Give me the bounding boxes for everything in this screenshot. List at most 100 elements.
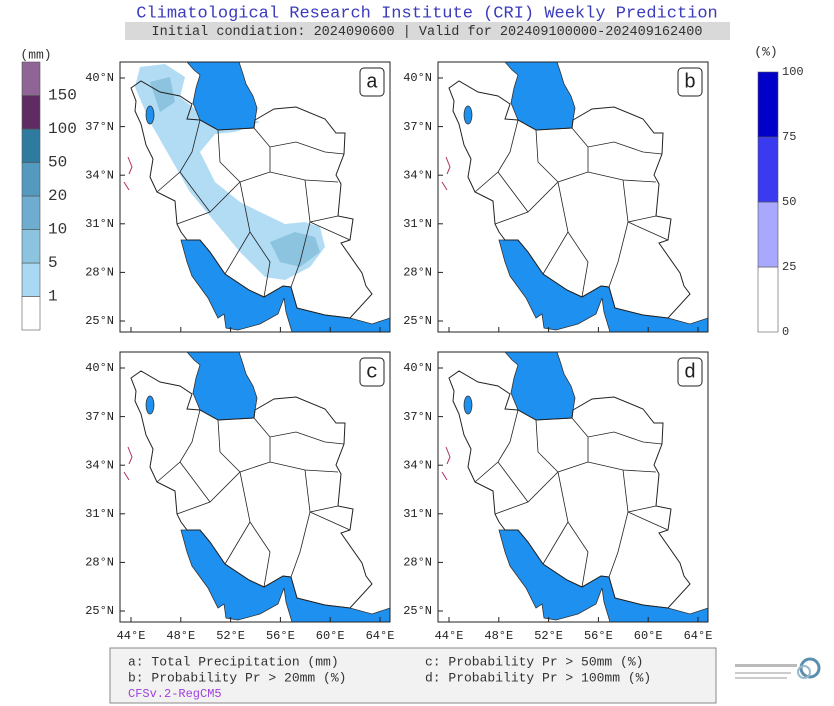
panel-letter-box xyxy=(677,67,703,97)
lon-label: 64°E xyxy=(366,629,395,643)
footer-line: d: Probability Pr > 100mm (%) xyxy=(425,670,651,685)
legend-unit: (%) xyxy=(754,44,777,59)
lon-label: 52°E xyxy=(534,629,563,643)
legend-swatch xyxy=(21,128,41,163)
lon-label: 56°E xyxy=(266,629,295,643)
red-sea-coast xyxy=(123,156,133,191)
lake-urmia xyxy=(463,105,473,125)
lat-label: 37°N xyxy=(85,120,114,134)
lat-label: 28°N xyxy=(85,556,114,570)
country-border xyxy=(130,370,373,609)
lat-label: 25°N xyxy=(85,314,114,328)
legend-label: 20 xyxy=(48,187,67,205)
lat-label: 25°N xyxy=(403,604,432,618)
panel-letter-box xyxy=(677,357,703,387)
lon-label: 48°E xyxy=(166,629,195,643)
red-sea-coast xyxy=(123,446,133,481)
country-border xyxy=(448,80,691,319)
panel-letter-box xyxy=(359,357,385,387)
lat-label: 40°N xyxy=(403,71,432,85)
lat-label: 31°N xyxy=(403,507,432,521)
legend-label: 75 xyxy=(782,130,796,144)
province-borders xyxy=(474,409,669,588)
legend-swatch xyxy=(757,266,779,333)
lat-label: 28°N xyxy=(85,266,114,280)
red-sea-coast xyxy=(441,446,451,481)
iran-outline xyxy=(449,81,690,318)
legend-label: 1 xyxy=(48,288,58,306)
map-panel: c 40°N 37°N 34°N 31°N 28°N 25°N44°E 48°E 52°E 56°… xyxy=(85,351,395,643)
lon-label: 64°E xyxy=(684,629,713,643)
legend-label: 25 xyxy=(782,260,796,274)
panel-letter-box xyxy=(359,67,385,97)
precip-area xyxy=(150,77,320,267)
footer-line: b: Probability Pr > 20mm (%) xyxy=(128,670,346,685)
panel-letter: c xyxy=(366,361,378,384)
lat-label: 37°N xyxy=(403,410,432,424)
lat-label: 34°N xyxy=(403,458,432,472)
map-panel: b 40°N 37°N 34°N 31°N 28°N 25°N xyxy=(403,61,709,333)
lat-label: 37°N xyxy=(403,120,432,134)
country-border xyxy=(448,370,691,609)
legend-label: 50 xyxy=(48,154,67,172)
panel-letter: b xyxy=(684,71,696,94)
lat-label: 40°N xyxy=(85,361,114,375)
logo xyxy=(735,657,821,679)
legend-label: 50 xyxy=(782,195,796,209)
lat-label: 28°N xyxy=(403,556,432,570)
lat-label: 31°N xyxy=(85,507,114,521)
panel-frame xyxy=(119,351,391,623)
legend-swatch xyxy=(757,201,779,268)
lat-label: 40°N xyxy=(85,71,114,85)
lat-label: 31°N xyxy=(403,217,432,231)
red-sea-coast xyxy=(441,156,451,191)
legend-swatch xyxy=(21,162,41,197)
legend-swatch xyxy=(21,296,41,331)
legend-label: 100 xyxy=(782,65,804,79)
legend-swatch xyxy=(757,136,779,203)
legend-label: 10 xyxy=(48,221,67,239)
map-panel: d 40°N 37°N 34°N 31°N 28°N 25°N44°E 48°E 52°E 56°… xyxy=(403,351,713,643)
panel-frame xyxy=(437,351,709,623)
province-borders xyxy=(156,409,351,588)
country-border xyxy=(130,80,373,319)
lat-label: 34°N xyxy=(403,168,432,182)
panel-letter: a xyxy=(366,71,378,94)
lon-label: 60°E xyxy=(634,629,663,643)
legend-swatch xyxy=(21,229,41,264)
lon-label: 60°E xyxy=(316,629,345,643)
subtitle: Initial condiation: 2024090600 | Valid f… xyxy=(152,25,703,40)
lat-label: 40°N xyxy=(403,361,432,375)
legend-label: 100 xyxy=(48,120,77,138)
province-borders xyxy=(156,119,351,298)
footer-line: c: Probability Pr > 50mm (%) xyxy=(425,654,643,669)
lake-urmia xyxy=(463,395,473,415)
lon-label: 44°E xyxy=(117,629,146,643)
lat-label: 34°N xyxy=(85,458,114,472)
panel-frame xyxy=(437,61,709,333)
model-name: CFSv.2-RegCM5 xyxy=(128,687,222,701)
lat-label: 28°N xyxy=(403,266,432,280)
subtitle-box xyxy=(125,22,730,40)
footer-box xyxy=(109,647,717,704)
legend-swatch xyxy=(21,262,41,297)
title: Climatological Research Institute (CRI) … xyxy=(136,4,718,23)
lon-label: 52°E xyxy=(216,629,245,643)
lat-label: 37°N xyxy=(85,410,114,424)
iran-outline xyxy=(131,371,372,608)
precip-area xyxy=(135,64,325,280)
lon-label: 44°E xyxy=(435,629,464,643)
legend-label: 5 xyxy=(48,254,58,272)
legend-swatch xyxy=(757,71,779,138)
legend-label: 0 xyxy=(782,325,789,339)
lat-label: 25°N xyxy=(403,314,432,328)
map-panel: a 40°N 37°N 34°N 31°N 28°N 25°N xyxy=(85,61,391,333)
panel-frame xyxy=(119,61,391,333)
lon-label: 48°E xyxy=(484,629,513,643)
panel-letter: d xyxy=(684,361,696,384)
legend-unit: (mm) xyxy=(20,47,51,62)
lat-label: 31°N xyxy=(85,217,114,231)
legend-swatch xyxy=(21,195,41,230)
iran-outline xyxy=(449,371,690,608)
